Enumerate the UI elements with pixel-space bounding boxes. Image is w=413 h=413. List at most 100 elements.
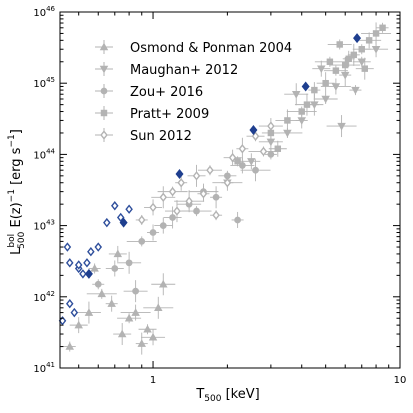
- data-point: [345, 55, 352, 63]
- data-points: [58, 22, 392, 355]
- data-point: [185, 196, 193, 206]
- data-point: [228, 152, 237, 163]
- data-point: [193, 207, 200, 215]
- data-point: [94, 280, 102, 288]
- data-point: [341, 61, 349, 69]
- data-point: [298, 108, 305, 115]
- y-tick-label: 1046: [33, 5, 55, 19]
- data-point: [234, 158, 241, 165]
- data-point: [138, 238, 146, 245]
- legend-label: Pratt+ 2009: [130, 107, 209, 122]
- data-point: [97, 289, 107, 298]
- data-point: [357, 58, 366, 67]
- data-point: [259, 146, 268, 157]
- data-point: [107, 299, 116, 307]
- data-point: [65, 342, 75, 350]
- data-point: [301, 81, 310, 92]
- y-tick-label: 1042: [33, 290, 55, 304]
- data-point: [274, 145, 282, 152]
- data-point: [332, 67, 340, 74]
- data-point: [249, 125, 258, 136]
- data-point: [116, 212, 125, 223]
- data-point: [311, 86, 318, 94]
- data-point: [125, 259, 133, 267]
- data-point: [322, 79, 329, 87]
- data-point: [252, 166, 259, 174]
- y-axis-label: Lbol500 E(z)−1 [erg s−1]: [7, 129, 27, 255]
- data-point: [238, 162, 246, 169]
- x-tick-label: 10: [394, 375, 407, 386]
- data-point: [297, 117, 306, 125]
- data-point: [372, 30, 380, 37]
- plot-frame: [59, 11, 401, 369]
- data-point: [149, 202, 157, 213]
- data-point: [143, 324, 152, 333]
- legend-marker: [100, 87, 108, 95]
- data-point: [74, 260, 83, 270]
- data-point: [119, 217, 128, 228]
- data-point: [74, 320, 83, 329]
- data-point: [83, 258, 91, 268]
- data-point: [103, 217, 111, 228]
- data-point: [212, 193, 220, 201]
- data-point: [238, 144, 247, 154]
- x-axis-label: T500 [keV]: [195, 387, 259, 404]
- data-point: [87, 246, 95, 257]
- legend-label: Sun 2012: [130, 129, 192, 144]
- data-point: [336, 41, 343, 48]
- data-point: [234, 216, 241, 224]
- data-point: [177, 178, 185, 188]
- data-point: [168, 186, 177, 197]
- data-point: [326, 58, 334, 65]
- data-point: [331, 83, 341, 91]
- data-point: [303, 101, 311, 108]
- data-point: [365, 37, 373, 44]
- y-tick-label: 1045: [33, 76, 55, 90]
- data-point: [111, 265, 119, 272]
- data-point: [137, 339, 146, 347]
- legend-marker: [100, 130, 108, 140]
- data-point: [371, 46, 381, 54]
- axis-ticks: 1 10 1041 1042 1043 1044 1045 1046: [33, 5, 406, 386]
- data-point: [159, 192, 168, 202]
- data-point: [125, 204, 133, 214]
- data-point: [251, 131, 260, 141]
- legend-label: Osmond & Ponman 2004: [130, 41, 292, 56]
- y-tick-label: 1041: [33, 361, 55, 375]
- legend-marker: [100, 109, 108, 117]
- data-point: [117, 329, 127, 338]
- data-point: [159, 279, 168, 288]
- data-point: [84, 268, 93, 279]
- legend-label: Zou+ 2016: [130, 85, 203, 100]
- data-point: [58, 316, 67, 326]
- data-point: [192, 171, 201, 181]
- data-point: [284, 117, 291, 124]
- data-point: [317, 65, 326, 74]
- data-point: [351, 86, 360, 95]
- data-point: [169, 214, 176, 221]
- data-point: [291, 91, 301, 99]
- legend-marker: [99, 42, 109, 51]
- data-point: [212, 210, 220, 220]
- data-point: [379, 24, 386, 32]
- y-tick-label: 1044: [33, 147, 55, 161]
- data-point: [148, 332, 158, 341]
- data-point: [247, 158, 256, 166]
- data-point: [65, 258, 74, 268]
- data-point: [199, 189, 208, 199]
- data-point: [350, 51, 358, 59]
- y-tick-label: 1043: [33, 219, 55, 233]
- legend-marker: [99, 65, 109, 74]
- data-point: [124, 313, 134, 322]
- data-point: [173, 206, 181, 216]
- data-point: [84, 308, 94, 316]
- data-point: [131, 308, 140, 316]
- legend: Osmond & Ponman 2004 Maughan+ 2012 Zou+ 20…: [95, 40, 292, 144]
- x-tick-label: 1: [150, 375, 156, 386]
- data-point: [137, 215, 146, 225]
- data-point: [267, 151, 275, 158]
- data-point: [70, 307, 79, 318]
- data-point: [113, 249, 123, 258]
- data-point: [361, 65, 368, 72]
